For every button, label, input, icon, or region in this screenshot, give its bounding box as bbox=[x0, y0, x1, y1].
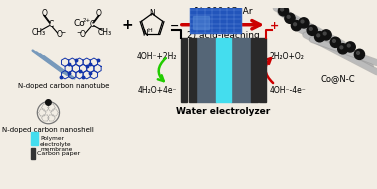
Circle shape bbox=[291, 21, 302, 31]
Circle shape bbox=[317, 34, 320, 37]
Text: 2H₂O+O₂: 2H₂O+O₂ bbox=[270, 52, 305, 61]
Bar bbox=[216, 38, 231, 101]
Bar bbox=[189, 38, 196, 101]
Circle shape bbox=[299, 18, 309, 28]
Bar bbox=[251, 38, 257, 101]
Text: C: C bbox=[49, 20, 54, 29]
Bar bbox=[31, 132, 38, 145]
Bar bbox=[193, 16, 210, 29]
Text: Polymer
electrolyte
membrane: Polymer electrolyte membrane bbox=[40, 136, 72, 152]
Circle shape bbox=[46, 100, 51, 105]
Text: −: − bbox=[76, 30, 81, 35]
Circle shape bbox=[330, 37, 340, 47]
Text: N: N bbox=[143, 29, 149, 38]
Text: +: + bbox=[270, 21, 279, 31]
Circle shape bbox=[301, 20, 304, 23]
Text: O: O bbox=[95, 9, 101, 18]
Circle shape bbox=[354, 49, 365, 59]
Text: −: − bbox=[170, 21, 179, 31]
Text: Co: Co bbox=[73, 19, 85, 28]
Circle shape bbox=[279, 6, 289, 16]
Text: CH₃: CH₃ bbox=[31, 28, 45, 37]
Text: 2+: 2+ bbox=[82, 18, 90, 23]
Text: N-doped carbon nanotube: N-doped carbon nanotube bbox=[18, 83, 109, 89]
Circle shape bbox=[310, 28, 312, 30]
Text: Carbon paper: Carbon paper bbox=[37, 151, 80, 156]
Circle shape bbox=[347, 44, 350, 47]
Text: Water electrolyzer: Water electrolyzer bbox=[176, 107, 270, 116]
Text: 4OH⁻-4e⁻: 4OH⁻-4e⁻ bbox=[270, 86, 307, 95]
Circle shape bbox=[314, 32, 325, 42]
Circle shape bbox=[307, 25, 317, 35]
Circle shape bbox=[285, 13, 295, 23]
Bar bbox=[181, 38, 187, 101]
Circle shape bbox=[287, 15, 290, 18]
Circle shape bbox=[340, 46, 343, 49]
Bar bbox=[231, 38, 251, 101]
Text: +: + bbox=[121, 18, 133, 32]
Circle shape bbox=[281, 8, 284, 11]
Bar bbox=[259, 38, 266, 101]
Text: O: O bbox=[80, 30, 86, 40]
Text: Co@N-C: Co@N-C bbox=[321, 74, 356, 83]
Text: 4H₂O+4e⁻: 4H₂O+4e⁻ bbox=[138, 86, 177, 95]
Circle shape bbox=[294, 23, 296, 26]
Circle shape bbox=[333, 40, 336, 42]
Text: O: O bbox=[42, 9, 48, 18]
Text: CH₃: CH₃ bbox=[98, 28, 112, 37]
Circle shape bbox=[321, 30, 331, 40]
Circle shape bbox=[338, 44, 348, 54]
Bar bbox=[196, 38, 216, 101]
Text: C: C bbox=[89, 20, 95, 29]
Bar bbox=[31, 148, 35, 159]
Circle shape bbox=[345, 42, 355, 52]
Circle shape bbox=[357, 52, 359, 54]
Text: 1) 900 °C, Ar: 1) 900 °C, Ar bbox=[194, 7, 252, 16]
Text: H: H bbox=[147, 28, 152, 33]
Text: N: N bbox=[149, 9, 155, 18]
Text: −: − bbox=[61, 30, 66, 35]
Text: O: O bbox=[57, 30, 63, 40]
Text: 4OH⁻+2H₂: 4OH⁻+2H₂ bbox=[136, 52, 177, 61]
Text: N-doped carbon nanoshell: N-doped carbon nanoshell bbox=[3, 127, 94, 132]
Bar bbox=[190, 7, 241, 33]
Circle shape bbox=[323, 32, 326, 35]
Text: 2) acid-leaching: 2) acid-leaching bbox=[187, 31, 259, 40]
